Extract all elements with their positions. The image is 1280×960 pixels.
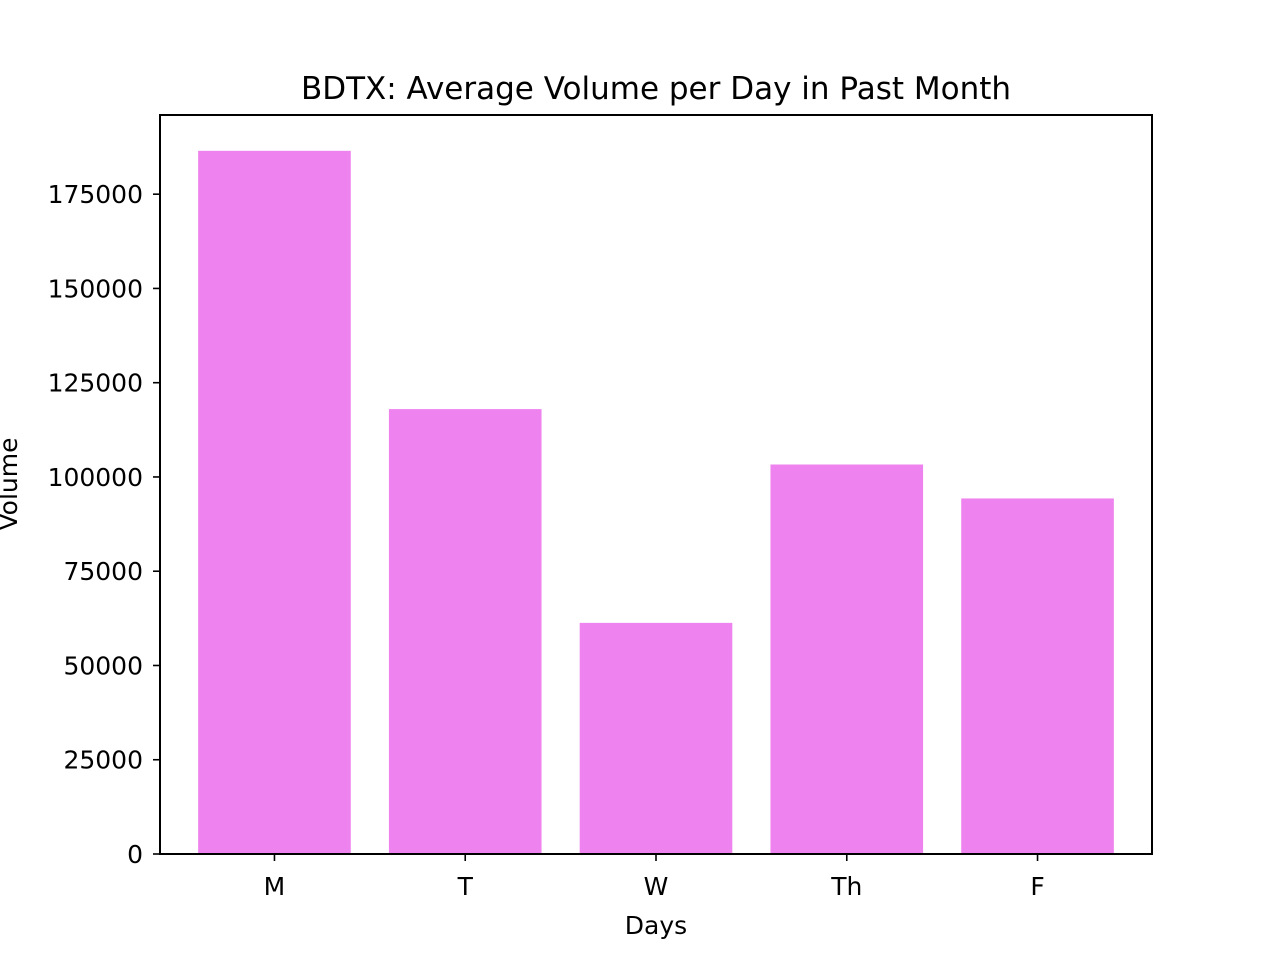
bars-group: [198, 150, 1114, 854]
y-tick-label: 25000: [63, 746, 143, 775]
y-tick-label: 0: [127, 840, 143, 869]
x-axis: M T W Th F: [264, 854, 1045, 901]
y-tick-label: 100000: [48, 463, 143, 492]
y-axis: 0 25000 50000 75000 100000 125000 150000 175000: [48, 180, 160, 869]
y-axis-label: Volume: [0, 438, 23, 531]
y-tick-label: 50000: [63, 651, 143, 680]
bar-t: [388, 409, 542, 854]
y-tick-label: 75000: [63, 557, 143, 586]
x-tick-label: W: [644, 872, 669, 901]
x-tick-label: F: [1030, 872, 1044, 901]
y-tick-label: 175000: [48, 180, 143, 209]
plot-frame: [159, 114, 1153, 855]
bar-m: [198, 150, 351, 854]
x-tick-label: T: [457, 872, 474, 901]
x-tick-label: M: [264, 872, 286, 901]
bar-f: [961, 498, 1114, 854]
y-tick-label: 125000: [48, 369, 143, 398]
y-tick-label: 150000: [48, 274, 143, 303]
x-axis-label: Days: [625, 911, 687, 940]
x-tick-label: Th: [830, 872, 862, 901]
bar-th: [770, 464, 924, 854]
chart-title: BDTX: Average Volume per Day in Past Mon…: [301, 71, 1011, 107]
bar-w: [579, 622, 733, 854]
